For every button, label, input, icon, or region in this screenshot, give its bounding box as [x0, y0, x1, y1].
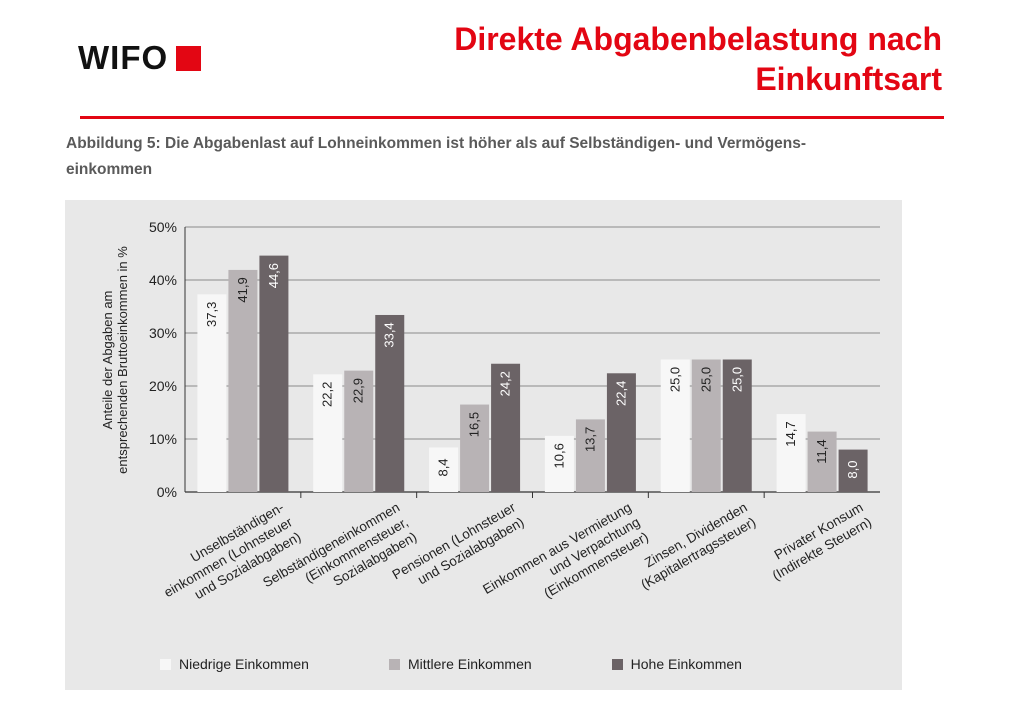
bar-value-label: 41,9 — [235, 277, 250, 302]
bar-value-label: 25,0 — [698, 367, 713, 392]
y-tick-label: 50% — [149, 219, 177, 235]
x-category-label: Privater Konsum(Indirekte Steuern) — [761, 500, 874, 584]
logo-red-square — [176, 45, 202, 71]
x-category-label: Unselbständigen-einkommen (Lohnsteuerund… — [153, 499, 304, 614]
bar-value-label: 8,0 — [845, 461, 860, 479]
legend-label: Niedrige Einkommen — [179, 656, 309, 672]
legend-swatch — [611, 658, 623, 670]
bar — [722, 359, 752, 492]
bar-value-label: 22,9 — [351, 378, 366, 403]
legend-item: Niedrige Einkommen — [160, 656, 309, 672]
bar-value-label: 44,6 — [266, 263, 281, 288]
bar-value-label: 25,0 — [729, 367, 744, 392]
slide-title-line1: Direkte Abgabenbelastung nach — [454, 21, 942, 57]
bar — [197, 294, 227, 492]
chart-panel: 0% 10% 20% 30% 40% 50% Anteile der Abgaben am e… — [65, 200, 902, 690]
slide-title-line2: Einkunftsart — [755, 61, 942, 97]
bar — [606, 373, 636, 492]
bar-value-label: 14,7 — [783, 421, 798, 446]
bar-value-label: 22,4 — [613, 381, 628, 406]
legend-item: Mittlere Einkommen — [388, 656, 532, 672]
bar-value-label: 24,2 — [498, 371, 513, 396]
bar — [228, 269, 258, 492]
bar — [544, 435, 574, 492]
y-axis-title-line: entsprechenden Bruttoeinkommen in % — [115, 246, 130, 474]
bar — [375, 314, 405, 492]
bar-value-label: 10,6 — [551, 443, 566, 468]
y-tick-label: 0% — [157, 484, 177, 500]
y-axis-title-line: Anteile der Abgaben am — [100, 291, 115, 430]
bar-chart: 0% 10% 20% 30% 40% 50% Anteile der Abgaben am e… — [100, 219, 880, 614]
legend-swatch — [160, 658, 171, 670]
chart-legend: Niedrige Einkommen Mittlere Einkommen Hohe… — [160, 656, 822, 672]
legend-label: Hohe Einkommen — [630, 656, 742, 672]
bar — [313, 374, 343, 492]
bar-value-label: 8,4 — [436, 458, 451, 476]
bar — [691, 359, 721, 492]
bar — [491, 363, 521, 492]
bar — [460, 404, 490, 492]
bar-value-label: 33,4 — [382, 322, 397, 347]
bar-value-label: 25,0 — [667, 367, 682, 392]
legend-label: Mittlere Einkommen — [407, 656, 532, 672]
bar — [776, 414, 806, 492]
y-tick-label: 10% — [149, 431, 177, 447]
x-category-label: Zinsen, Dividenden(Kapitalertragssteuer) — [630, 500, 758, 593]
bar — [344, 370, 374, 492]
bar — [660, 359, 690, 492]
legend-swatch — [388, 658, 400, 670]
y-tick-label: 20% — [149, 378, 177, 394]
bar-value-label: 37,3 — [204, 302, 219, 327]
bar — [429, 447, 459, 492]
y-tick-label: 30% — [149, 325, 177, 341]
title-divider — [80, 116, 944, 119]
slide-title: Direkte Abgabenbelastung nach Einkunftsa… — [302, 19, 942, 99]
bar — [575, 419, 605, 492]
bar — [259, 255, 289, 492]
bar-value-label: 16,5 — [467, 412, 482, 437]
figure-caption-line1: Abbildung 5: Die Abgabenlast auf Lohnein… — [66, 135, 807, 152]
y-tick-label: 40% — [149, 272, 177, 288]
legend-item: Hohe Einkommen — [611, 656, 742, 672]
figure-caption: Abbildung 5: Die Abgabenlast auf Lohnein… — [66, 131, 916, 183]
wifo-logo: WIFO — [78, 39, 202, 76]
bar — [807, 431, 837, 492]
logo-text: WIFO — [78, 39, 169, 76]
bar-value-label: 22,2 — [320, 382, 335, 407]
figure-caption-line2: einkommen — [66, 161, 153, 178]
bar-value-label: 13,7 — [582, 427, 597, 452]
bar — [838, 449, 868, 492]
bar-value-label: 11,4 — [814, 439, 829, 463]
